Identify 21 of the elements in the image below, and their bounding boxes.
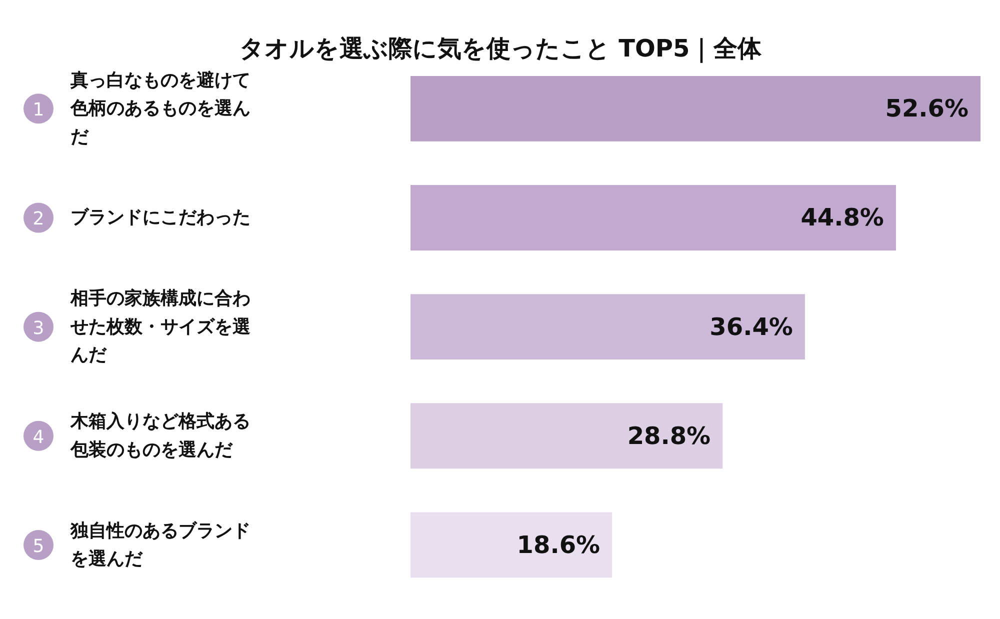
chart-title: タオルを選ぶ際に気を使ったこと TOP5｜全体 — [239, 34, 763, 64]
text: 5 — [32, 536, 44, 557]
y-tick-label: 真っ白なものを避けて色柄のあるものを選んだ — [70, 70, 250, 148]
text: 4 — [32, 426, 44, 448]
y-tick-label: 木箱入りなど格式ある包装のものを選んだ — [70, 411, 250, 461]
bar — [410, 294, 805, 360]
text: 3 — [32, 318, 44, 339]
y-tick-label: 独自性のあるブランドを選んだ — [70, 520, 250, 570]
data-label: 36.4% — [710, 312, 793, 341]
text: 1 — [32, 100, 44, 121]
bar — [410, 185, 896, 250]
bar — [410, 76, 980, 142]
bar — [410, 512, 612, 578]
data-label: 28.8% — [627, 422, 711, 450]
data-label: 18.6% — [516, 530, 600, 559]
text: 2 — [32, 208, 44, 230]
y-tick-label: ブランドにこだわった — [70, 207, 250, 228]
bar — [410, 403, 723, 469]
data-label: 52.6% — [885, 94, 969, 123]
data-label: 44.8% — [800, 204, 884, 232]
y-tick-label: 相手の家族構成に合わせた枚数・サイズを選んだ — [70, 288, 250, 366]
